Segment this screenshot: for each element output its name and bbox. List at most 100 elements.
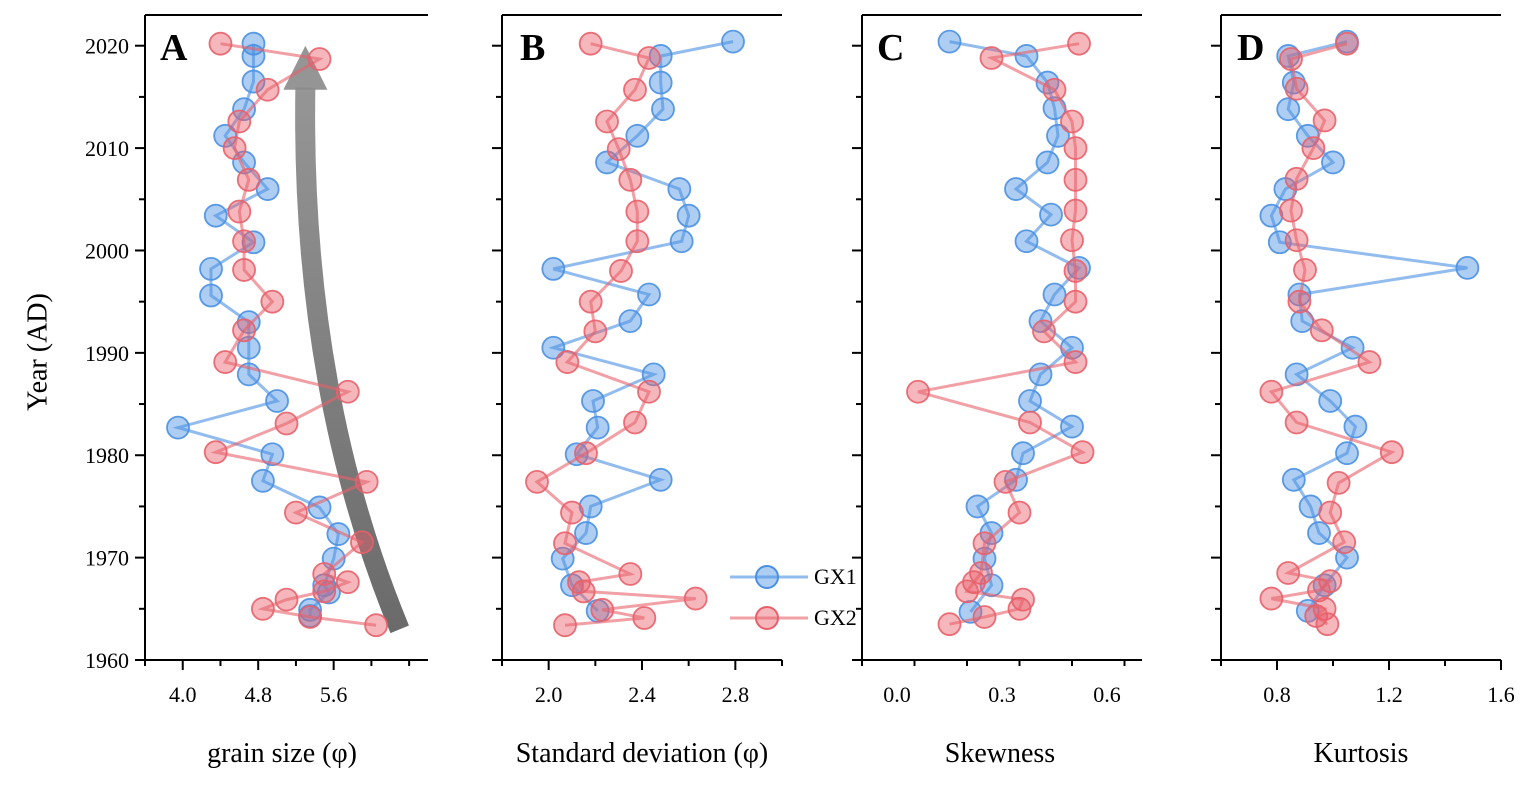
panel-a-gx1-point: [241, 230, 266, 255]
panel-d-gx1-point: [1281, 467, 1306, 492]
y-tick-label: 1970: [85, 546, 129, 571]
panel-d-gx2-point: [1318, 500, 1343, 525]
panel-b-gx2-point: [571, 579, 596, 604]
panel-a-gx2-point: [298, 605, 322, 629]
panel-c-gx1-point: [1046, 123, 1070, 148]
panel-c-gx2-point: [1032, 319, 1056, 344]
panel-b-x-tick-label: 2.8: [722, 682, 750, 707]
panel-d-gx2-point: [1293, 258, 1317, 282]
panel-c-gx2-point: [972, 605, 997, 629]
y-tick-label: 1960: [85, 648, 129, 673]
panel-b-gx1-point: [574, 521, 598, 545]
panel-b-gx1-point: [541, 335, 566, 360]
panel-d-gx2-point: [1284, 76, 1309, 101]
panel-a-gx2-point: [284, 500, 308, 525]
panel-c-gx2-point: [1063, 198, 1088, 223]
panel-c-x-tick-label: 0.6: [1093, 682, 1121, 707]
panel-a: A grain size (φ) 1960 1970 1980 1990 2000 201…: [85, 14, 428, 769]
panel-c-gx2-point: [993, 469, 1018, 494]
panel-c-gx2-point: [972, 531, 997, 556]
panel-b-gx2-point: [583, 319, 608, 344]
panel-d-gx2-point: [1284, 228, 1309, 253]
panel-c-gx1-point: [1018, 389, 1042, 413]
panel-c-gx1-point: [1014, 44, 1039, 68]
panel-a-gx2-point: [260, 289, 285, 314]
panel-c-gx2-point: [1063, 259, 1088, 283]
panel-c-gx2-point: [1007, 500, 1032, 525]
panel-b-gx1-point: [648, 70, 673, 95]
panel-a-gx1-point: [236, 335, 261, 360]
panel-d-x-tick-label: 0.8: [1263, 682, 1291, 707]
panel-b-gx1-point: [648, 467, 673, 492]
panel-d-gx1-point: [1259, 203, 1284, 228]
panel-a-gx2-point: [227, 199, 252, 224]
panel-d-gx2-point: [1259, 586, 1284, 611]
legend-gx2-marker: [755, 606, 779, 630]
panel-a-gx2-point: [312, 579, 337, 604]
panel-a-gx1-point: [199, 257, 223, 281]
panel-b-gx2-point: [618, 167, 643, 192]
panel-a-gx2-point: [274, 411, 299, 436]
panel-d-gx2-point: [1335, 31, 1359, 56]
trend-arrow-shaft: [295, 87, 409, 634]
panel-c-gx2-point: [955, 579, 979, 604]
panel-c-gx1-point: [1042, 282, 1067, 307]
panel-d-gx1-point: [1298, 494, 1323, 519]
y-axis-title: Year (AD): [22, 293, 53, 411]
panel-d: D Kurtosis 0.8 1.2 1.6: [1211, 14, 1515, 769]
panel-a-gx2-point: [312, 562, 337, 586]
panel-c-gx2-point: [1042, 77, 1067, 102]
panel-d-x-axis-title: Kurtosis: [1314, 738, 1409, 769]
panel-d-gx1-point: [1343, 414, 1368, 439]
legend: GX1 GX2: [730, 564, 857, 630]
panel-b-gx2-point: [595, 109, 619, 134]
panel-c-gx2-point: [1070, 440, 1095, 465]
panel-a-gx1-point: [203, 203, 228, 228]
panel-a-gx2-point: [232, 229, 256, 254]
panel-c-gx2-point: [1063, 136, 1088, 160]
panel-b-gx1-point: [564, 442, 589, 467]
panel-d-letter: D: [1237, 27, 1264, 69]
panel-b-gx2-point: [560, 500, 584, 525]
panel-d-gx2-point: [1259, 379, 1284, 404]
panel-c-gx1-point: [965, 494, 990, 519]
panel-b-gx1-line: [548, 40, 734, 612]
panel-d-gx2-point: [1307, 578, 1331, 603]
panel-c-gx2-point: [1063, 167, 1088, 192]
panel-a-gx1-point: [232, 97, 256, 122]
panel-a-x-tick-label: 4.0: [169, 682, 197, 707]
panel-a-gx2-point: [208, 31, 233, 56]
y-tick-label: 1990: [85, 341, 129, 366]
panel-d-gx1-point: [1321, 150, 1345, 175]
y-tick-label: 2000: [85, 238, 129, 263]
panel-b-letter: B: [520, 27, 545, 69]
panel-a-gx2-point: [354, 469, 379, 494]
panel-c-gx1-point: [937, 29, 962, 54]
panel-b: B Standard deviation (φ) GX1 GX2 2.0 2.4 2…: [492, 14, 857, 769]
panel-a-gx2-point: [232, 258, 256, 282]
panel-b-gx1-point: [578, 494, 603, 519]
panel-d-gx2-point: [1284, 410, 1309, 435]
panel-b-gx2-point: [623, 77, 647, 102]
panel-a-gx1-point: [265, 389, 289, 413]
panel-b-gx2-point: [625, 199, 650, 224]
panel-c-gx1-point: [1014, 229, 1039, 254]
y-tick-label: 1980: [85, 443, 129, 468]
panel-b-x-tick-label: 2.4: [628, 682, 656, 707]
panel-a-gx2-point: [307, 47, 332, 71]
panel-a-gx2-point: [203, 440, 228, 465]
panel-b-gx1-point: [585, 415, 610, 440]
panel-c-gx2-point: [906, 379, 930, 404]
panel-a-gx2-point: [236, 167, 261, 192]
panel-c-gx2-point: [979, 46, 1004, 70]
panel-c: C Skewness 0.0 0.3 0.6: [852, 14, 1142, 769]
panel-b-x-axis-title: Standard deviation (φ): [516, 738, 769, 769]
panel-b-gx1-point: [641, 362, 666, 387]
panel-b-gx2-point: [555, 350, 580, 374]
panel-b-gx1-point: [618, 309, 643, 334]
panel-d-x-tick-label: 1.6: [1487, 682, 1515, 707]
panel-d-gx1-point: [1455, 255, 1480, 280]
panel-a-x-tick-label: 5.6: [320, 682, 348, 707]
panel-c-x-tick-label: 0.0: [883, 682, 911, 707]
panel-d-gx2-point: [1284, 166, 1309, 191]
